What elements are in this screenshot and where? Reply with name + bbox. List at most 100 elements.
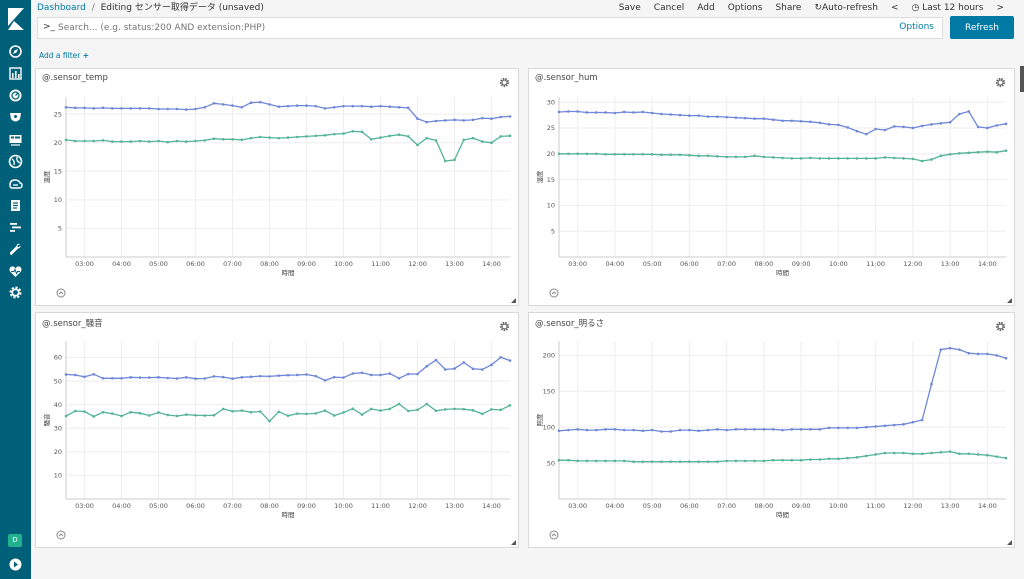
data-point[interactable] xyxy=(874,425,877,428)
data-point[interactable] xyxy=(434,119,438,123)
user-avatar[interactable]: D xyxy=(8,534,22,547)
data-point[interactable] xyxy=(471,118,475,122)
data-point[interactable] xyxy=(641,110,645,114)
data-point[interactable] xyxy=(725,428,728,432)
data-point[interactable] xyxy=(818,157,822,160)
data-point[interactable] xyxy=(846,426,849,430)
data-point[interactable] xyxy=(762,459,766,463)
data-point[interactable] xyxy=(397,105,401,109)
data-point[interactable] xyxy=(976,150,980,154)
data-point[interactable] xyxy=(743,459,747,463)
data-point[interactable] xyxy=(379,373,382,377)
data-point[interactable] xyxy=(1004,456,1008,460)
data-point[interactable] xyxy=(837,457,840,461)
data-point[interactable] xyxy=(480,140,484,143)
data-point[interactable] xyxy=(669,153,673,157)
data-point[interactable] xyxy=(930,451,933,455)
apm-icon[interactable] xyxy=(8,220,23,235)
data-point[interactable] xyxy=(379,136,382,139)
data-point[interactable] xyxy=(865,425,868,429)
data-point[interactable] xyxy=(613,428,617,431)
data-point[interactable] xyxy=(567,152,570,156)
gear-icon[interactable] xyxy=(8,285,23,300)
data-point[interactable] xyxy=(725,459,728,463)
data-point[interactable] xyxy=(166,107,170,111)
data-point[interactable] xyxy=(157,411,160,414)
data-point[interactable] xyxy=(902,157,905,160)
data-point[interactable] xyxy=(490,363,493,367)
data-point[interactable] xyxy=(576,110,579,113)
data-point[interactable] xyxy=(837,157,840,160)
data-point[interactable] xyxy=(911,126,915,130)
data-point[interactable] xyxy=(490,141,493,145)
map-icon[interactable] xyxy=(8,154,23,169)
data-point[interactable] xyxy=(277,374,281,377)
data-point[interactable] xyxy=(342,132,345,135)
panel-gear-icon[interactable] xyxy=(995,77,1006,88)
data-point[interactable] xyxy=(434,358,438,362)
data-point[interactable] xyxy=(902,423,905,426)
data-point[interactable] xyxy=(855,157,859,160)
data-point[interactable] xyxy=(175,377,179,380)
data-point[interactable] xyxy=(660,460,663,463)
data-point[interactable] xyxy=(129,410,133,414)
data-point[interactable] xyxy=(790,157,794,160)
data-point[interactable] xyxy=(499,408,503,412)
data-point[interactable] xyxy=(622,459,626,463)
data-point[interactable] xyxy=(697,460,700,463)
data-point[interactable] xyxy=(734,428,738,431)
data-point[interactable] xyxy=(314,104,318,108)
data-point[interactable] xyxy=(613,111,617,115)
data-point[interactable] xyxy=(837,426,840,430)
time-range-picker[interactable]: ◷ Last 12 hours xyxy=(911,3,984,13)
data-point[interactable] xyxy=(416,408,419,412)
data-point[interactable] xyxy=(203,105,207,109)
data-point[interactable] xyxy=(771,118,775,122)
data-point[interactable] xyxy=(203,414,207,417)
data-point[interactable] xyxy=(92,372,96,376)
data-point[interactable] xyxy=(874,157,877,160)
data-point[interactable] xyxy=(641,429,645,433)
data-point[interactable] xyxy=(883,451,887,455)
data-point[interactable] xyxy=(166,376,170,380)
data-point[interactable] xyxy=(295,104,299,107)
data-point[interactable] xyxy=(73,106,77,110)
data-point[interactable] xyxy=(995,124,998,127)
data-point[interactable] xyxy=(669,113,673,116)
data-point[interactable] xyxy=(809,156,812,160)
legend-toggle-icon[interactable] xyxy=(549,530,559,540)
data-point[interactable] xyxy=(258,374,262,378)
data-point[interactable] xyxy=(911,452,915,456)
data-point[interactable] xyxy=(425,120,429,124)
data-point[interactable] xyxy=(678,113,682,117)
legend-toggle-icon[interactable] xyxy=(549,288,559,298)
data-point[interactable] xyxy=(688,154,691,157)
data-point[interactable] xyxy=(874,127,877,131)
data-point[interactable] xyxy=(781,156,784,160)
data-point[interactable] xyxy=(939,451,943,454)
data-point[interactable] xyxy=(360,413,364,416)
data-point[interactable] xyxy=(771,156,775,159)
data-point[interactable] xyxy=(323,107,327,110)
data-point[interactable] xyxy=(147,140,151,143)
data-point[interactable] xyxy=(388,105,392,109)
data-point[interactable] xyxy=(277,136,281,140)
data-point[interactable] xyxy=(471,409,475,412)
devtools-icon[interactable] xyxy=(8,242,23,257)
data-point[interactable] xyxy=(874,453,877,456)
data-point[interactable] xyxy=(64,138,68,142)
data-point[interactable] xyxy=(286,414,290,418)
data-point[interactable] xyxy=(212,137,216,141)
options-button[interactable]: Options xyxy=(727,3,763,13)
data-point[interactable] xyxy=(734,459,738,463)
data-point[interactable] xyxy=(948,450,952,453)
data-point[interactable] xyxy=(632,152,635,156)
data-point[interactable] xyxy=(453,118,456,122)
data-point[interactable] xyxy=(753,117,756,120)
data-point[interactable] xyxy=(157,139,160,143)
data-point[interactable] xyxy=(268,103,271,106)
data-point[interactable] xyxy=(632,460,635,463)
data-point[interactable] xyxy=(499,355,503,359)
data-point[interactable] xyxy=(557,152,561,156)
data-point[interactable] xyxy=(669,460,673,463)
